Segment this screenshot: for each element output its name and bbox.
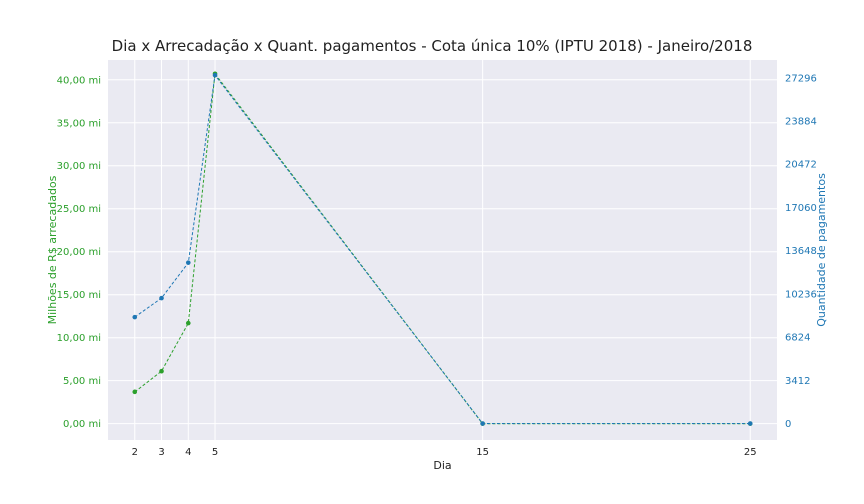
x-tick-label: 2 (132, 447, 138, 458)
y-left-tick-label: 25,00 mi (57, 204, 101, 215)
data-point-right (480, 421, 485, 426)
y-right-axis-label: Quantidade de pagamentos (815, 173, 828, 327)
chart-title: Dia x Arrecadação x Quant. pagamentos - … (112, 37, 753, 55)
y-right-tick-label: 20472 (785, 160, 817, 171)
x-tick-label: 4 (185, 447, 191, 458)
data-point-left (132, 389, 138, 395)
x-tick-label: 25 (744, 447, 757, 458)
y-left-tick-label: 15,00 mi (57, 290, 101, 301)
y-right-tick-label: 0 (785, 419, 791, 430)
y-right-tick-label: 27296 (785, 73, 817, 84)
y-right-tick-label: 13648 (785, 246, 817, 257)
y-left-tick-label: 20,00 mi (57, 247, 101, 258)
x-axis-label: Dia (433, 459, 451, 472)
y-left-tick-label: 40,00 mi (57, 75, 101, 86)
y-left-tick-label: 5,00 mi (63, 376, 101, 387)
data-point-left (159, 368, 164, 374)
x-tick-label: 3 (158, 447, 164, 458)
data-point-left (185, 320, 191, 326)
x-tick-label: 5 (212, 447, 218, 458)
y-right-tick-label: 23884 (785, 117, 817, 128)
data-point-right (159, 295, 164, 301)
x-tick-label: 15 (476, 447, 489, 458)
data-point-right (185, 260, 191, 265)
series-line-right (134, 73, 751, 424)
y-left-tick-label: 30,00 mi (57, 161, 101, 172)
data-point-right (212, 72, 218, 78)
plot-area (108, 60, 777, 440)
series-layer (132, 71, 753, 426)
y-right-tick-label: 3412 (785, 376, 810, 387)
y-right-tick-label: 17060 (785, 203, 817, 214)
data-point-right (132, 314, 138, 320)
y-left-axis-label: Milhões de R$ arrecadados (46, 175, 59, 324)
y-right-tick-label: 10236 (785, 289, 817, 300)
y-left-tick-label: 35,00 mi (57, 118, 101, 129)
y-left-tick-label: 10,00 mi (57, 333, 101, 344)
y-right-tick-label: 6824 (785, 333, 810, 344)
data-point-right (747, 421, 753, 426)
y-left-tick-label: 0,00 mi (63, 419, 101, 430)
grid-layer (108, 60, 777, 440)
